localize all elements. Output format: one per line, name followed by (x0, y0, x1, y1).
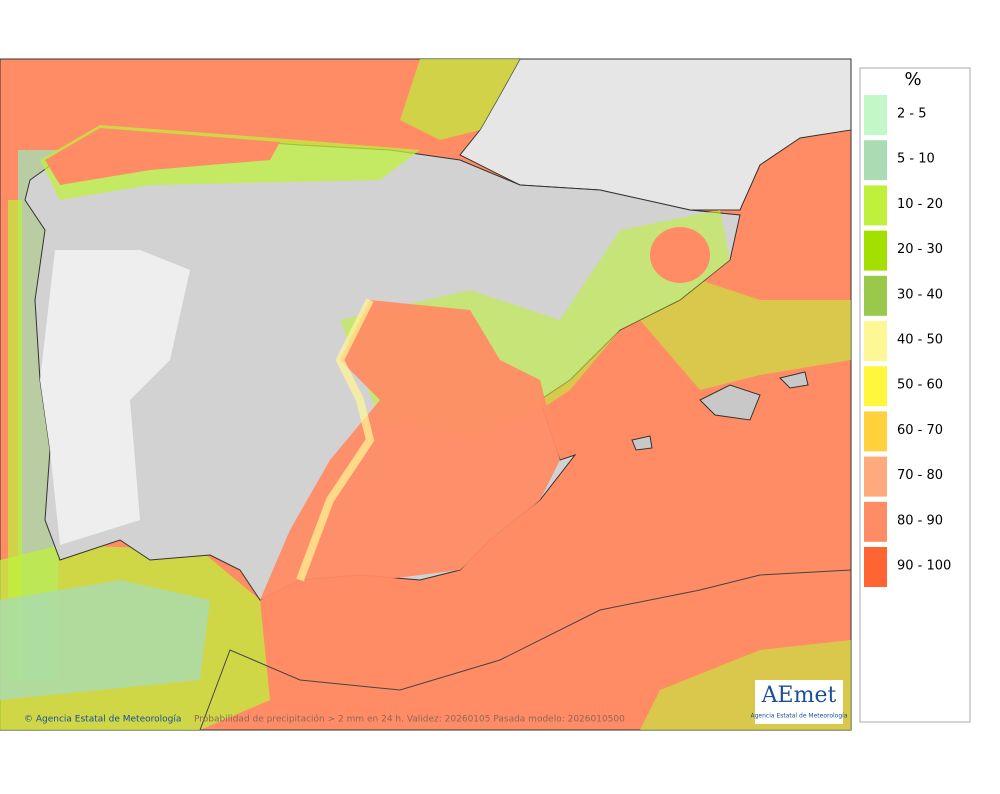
band (296, 298, 375, 582)
legend-swatch (864, 140, 887, 181)
caption: Probabilidad de precipitación > 2 mm en … (194, 714, 625, 725)
legend-label: 80 - 90 (897, 513, 943, 528)
legend-swatch (864, 185, 887, 226)
legend-title: % (904, 69, 921, 90)
legend-swatch (864, 230, 887, 271)
map: AEmet Agencia Estatal de Meteorología © … (0, 58, 852, 731)
island (631, 435, 653, 451)
legend-swatch (864, 275, 887, 316)
africa-coast (199, 569, 852, 731)
legend-swatch (864, 321, 887, 361)
band (650, 227, 710, 283)
credit: © Agencia Estatal de Meteorología (24, 715, 181, 725)
legend: % 2 - 5 5 - 10 10 - 20 20 - 30 30 - 40 40 - 5… (859, 67, 971, 723)
logo-box (755, 680, 843, 724)
legend-label: 40 - 50 (897, 333, 943, 348)
legend-swatch (864, 456, 887, 497)
island (699, 384, 761, 421)
legend-label: 20 - 30 (897, 242, 943, 257)
logo-name: AEmet (761, 683, 837, 708)
legend-swatch (864, 95, 887, 135)
band (260, 300, 560, 600)
legend-swatch (864, 366, 887, 407)
island (779, 371, 809, 389)
band (400, 59, 520, 140)
legend-label: 30 - 40 (897, 287, 943, 302)
legend-swatch (864, 411, 887, 452)
legend-label: 90 - 100 (897, 559, 951, 574)
legend-label: 2 - 5 (897, 107, 927, 122)
portugal (40, 250, 190, 545)
logo-subtitle: Agencia Estatal de Meteorología (751, 713, 848, 720)
band (0, 580, 210, 700)
band (45, 128, 280, 185)
legend-swatch (864, 501, 887, 542)
legend-label: 60 - 70 (897, 423, 943, 438)
legend-label: 70 - 80 (897, 468, 943, 483)
legend-label: 5 - 10 (897, 152, 935, 167)
legend-label: 10 - 20 (897, 197, 943, 212)
band (640, 280, 851, 390)
legend-label: 50 - 60 (897, 378, 943, 393)
legend-swatch (864, 547, 887, 587)
